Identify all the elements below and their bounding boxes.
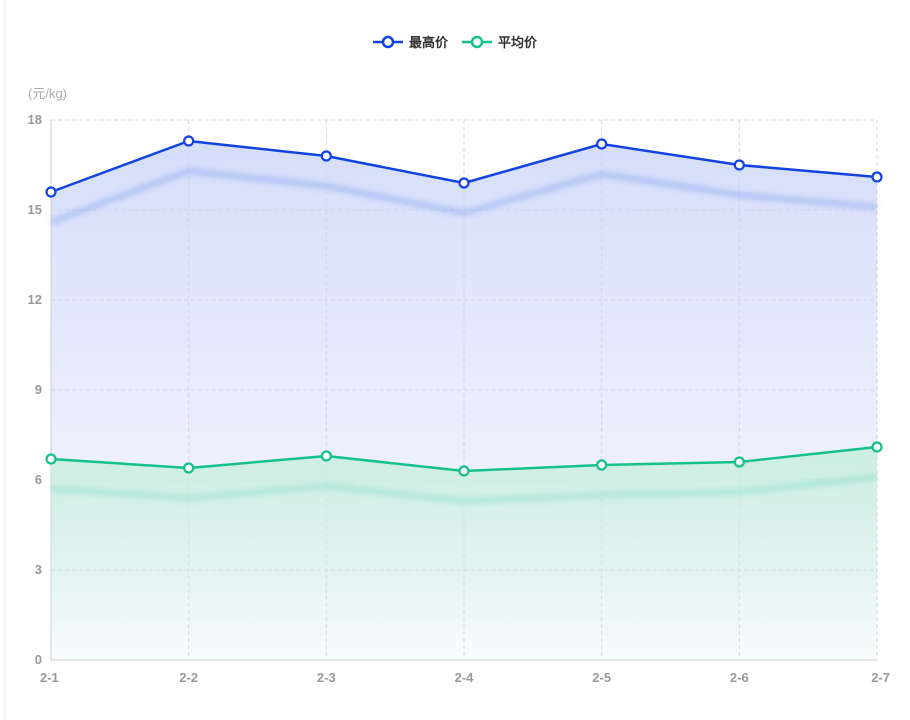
data-point-max-price[interactable] <box>183 135 195 147</box>
y-tick-label: 3 <box>35 562 42 577</box>
x-tick-label: 2-6 <box>730 670 749 685</box>
data-point-max-price[interactable] <box>871 171 883 183</box>
legend-item-max-price[interactable]: 最高价 <box>372 32 448 51</box>
y-tick-label: 6 <box>35 472 42 487</box>
y-tick-label: 18 <box>28 112 42 127</box>
data-point-avg-price[interactable] <box>458 465 470 477</box>
data-point-max-price[interactable] <box>458 177 470 189</box>
legend-label-max-price: 最高价 <box>408 35 448 50</box>
x-tick-label: 2-7 <box>871 670 890 685</box>
data-point-max-price[interactable] <box>320 150 332 162</box>
panel-edge <box>4 0 5 720</box>
area-fill-avg-price <box>51 447 877 660</box>
x-tick-label: 2-4 <box>455 670 475 685</box>
line-shadow-max-price <box>50 168 878 225</box>
y-axis-unit-label: (元/kg) <box>28 86 67 101</box>
legend-marker-max-price <box>372 35 403 48</box>
x-tick-label: 2-2 <box>179 670 198 685</box>
y-tick-label: 9 <box>35 382 42 397</box>
data-point-max-price[interactable] <box>733 159 745 171</box>
series-points <box>45 135 883 477</box>
data-point-avg-price[interactable] <box>320 450 332 462</box>
x-tick-label: 2-5 <box>592 670 611 685</box>
x-tick-label: 2-3 <box>317 670 336 685</box>
data-point-avg-price[interactable] <box>183 462 195 474</box>
data-point-avg-price[interactable] <box>733 456 745 468</box>
data-point-avg-price[interactable] <box>871 441 883 453</box>
data-point-avg-price[interactable] <box>596 459 608 471</box>
legend: 最高价 平均价 <box>0 32 910 51</box>
x-axis-ticks: 2-1 2-2 2-3 2-4 2-5 2-6 2-7 <box>40 670 890 685</box>
y-axis-ticks: 0 3 6 9 12 15 18 <box>28 112 42 667</box>
legend-marker-avg-price <box>462 35 492 48</box>
series-areas <box>51 141 877 660</box>
y-tick-label: 12 <box>28 292 42 307</box>
data-point-max-price[interactable] <box>596 138 608 150</box>
legend-label-avg-price: 平均价 <box>498 35 538 50</box>
y-tick-label: 0 <box>35 652 42 667</box>
line-shadow-avg-price <box>50 474 878 504</box>
legend-item-avg-price[interactable]: 平均价 <box>462 32 537 51</box>
y-tick-label: 15 <box>28 202 42 217</box>
data-point-max-price[interactable] <box>45 186 57 198</box>
x-tick-label: 2-1 <box>40 670 59 685</box>
data-point-avg-price[interactable] <box>45 453 57 465</box>
